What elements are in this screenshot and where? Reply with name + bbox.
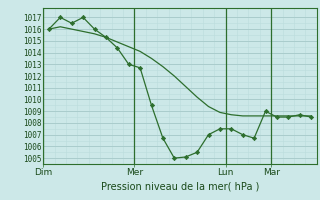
X-axis label: Pression niveau de la mer( hPa ): Pression niveau de la mer( hPa ) [101, 181, 259, 191]
